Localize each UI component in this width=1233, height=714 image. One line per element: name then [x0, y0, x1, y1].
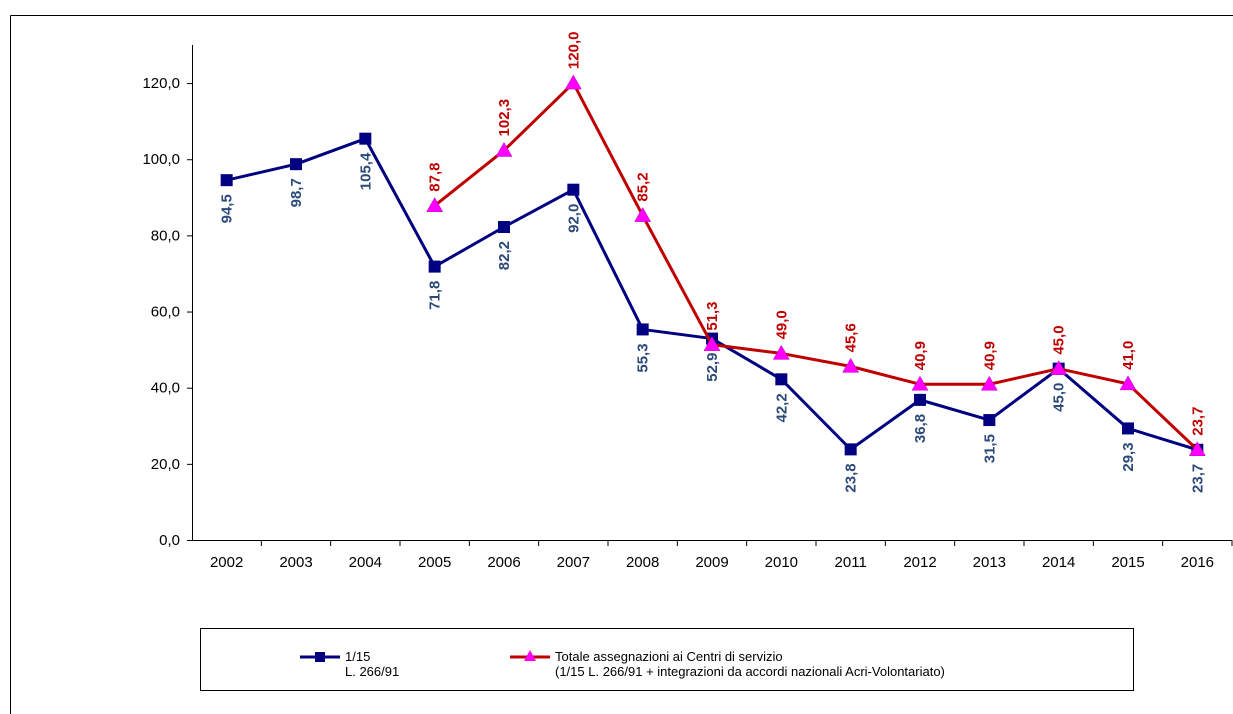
- data-label: 51,3: [704, 301, 721, 330]
- marker: [911, 375, 929, 391]
- y-tick-label: 0,0: [159, 532, 180, 549]
- marker: [772, 344, 790, 360]
- data-label: 82,2: [496, 241, 513, 270]
- data-label: 23,8: [843, 463, 860, 492]
- marker: [567, 183, 580, 196]
- x-tick-label: 2010: [765, 554, 798, 571]
- x-tick-label: 2008: [626, 554, 659, 571]
- data-label: 94,5: [219, 194, 236, 223]
- marker: [914, 393, 926, 406]
- y-tick-label: 120,0: [142, 75, 180, 92]
- marker: [636, 323, 649, 336]
- legend-box: [200, 628, 1134, 691]
- data-label: 36,8: [912, 414, 929, 443]
- marker: [844, 443, 857, 456]
- y-tick-label: 20,0: [151, 456, 180, 473]
- data-label: 45,0: [1051, 383, 1068, 412]
- marker: [1050, 360, 1068, 375]
- data-label: 52,9: [704, 353, 721, 382]
- x-tick-label: 2005: [418, 554, 451, 571]
- marker: [564, 74, 582, 90]
- marker: [775, 373, 788, 386]
- data-label: 87,8: [427, 162, 444, 191]
- marker: [703, 336, 721, 351]
- legend-label: Totale assegnazioni ai Centri di servizi…: [555, 649, 945, 679]
- data-label: 31,5: [981, 434, 998, 463]
- legend-marker: [524, 650, 536, 661]
- data-label: 41,0: [1120, 341, 1137, 370]
- marker: [980, 375, 998, 391]
- data-label: 98,7: [288, 178, 305, 207]
- y-tick-label: 100,0: [142, 151, 180, 168]
- marker: [290, 158, 302, 171]
- marker: [634, 207, 652, 222]
- data-label: 105,4: [357, 152, 374, 190]
- data-label: 42,2: [773, 393, 790, 422]
- x-tick-label: 2006: [487, 554, 520, 571]
- data-label: 40,9: [981, 341, 998, 370]
- data-label: 85,2: [635, 172, 652, 201]
- x-tick-label: 2004: [349, 554, 382, 571]
- x-tick-label: 2012: [903, 554, 936, 571]
- marker: [426, 197, 444, 212]
- marker: [495, 141, 513, 157]
- data-label: 40,9: [912, 341, 929, 370]
- series-line: [433, 81, 1199, 451]
- x-tick-label: 2007: [557, 554, 590, 571]
- x-tick-label: 2015: [1111, 554, 1144, 571]
- data-label: 45,0: [1051, 325, 1068, 354]
- data-label: 102,3: [496, 99, 513, 137]
- data-label: 71,8: [427, 281, 444, 310]
- marker: [1188, 441, 1206, 457]
- x-tick-label: 2011: [835, 554, 867, 571]
- x-tick-label: 2014: [1042, 554, 1075, 571]
- data-label: 120,0: [565, 32, 582, 70]
- legend-marker: [315, 652, 325, 662]
- marker: [983, 414, 996, 427]
- data-label: 29,3: [1120, 442, 1137, 471]
- x-tick-label: 2013: [973, 554, 1006, 571]
- y-tick-label: 40,0: [151, 380, 180, 397]
- x-tick-label: 2003: [279, 554, 312, 571]
- data-label: 49,0: [773, 310, 790, 339]
- legend-label: 1/15 L. 266/91: [345, 649, 400, 679]
- x-tick-label: 2009: [695, 554, 728, 571]
- marker: [498, 221, 510, 234]
- marker: [220, 174, 233, 187]
- data-label: 45,6: [843, 323, 860, 352]
- x-tick-label: 2016: [1181, 554, 1214, 571]
- marker: [1119, 375, 1137, 391]
- y-tick-label: 60,0: [151, 304, 180, 321]
- data-label: 55,3: [635, 343, 652, 372]
- data-label: 23,7: [1189, 464, 1206, 493]
- marker: [359, 132, 372, 145]
- x-tick-label: 2002: [210, 554, 243, 571]
- marker: [1122, 422, 1134, 435]
- marker: [842, 357, 860, 373]
- marker: [428, 260, 441, 273]
- data-label: 23,7: [1189, 407, 1206, 436]
- data-label: 92,0: [565, 204, 582, 233]
- y-tick-label: 80,0: [151, 227, 180, 244]
